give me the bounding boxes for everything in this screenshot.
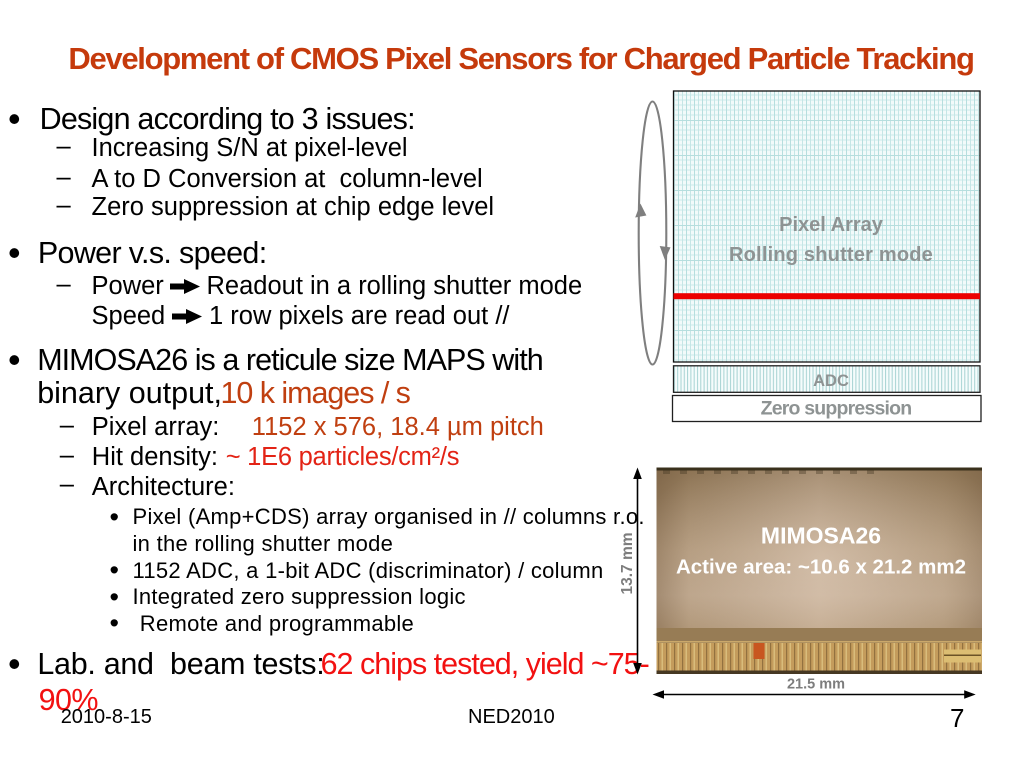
svg-text:21.5 mm: 21.5 mm — [787, 677, 845, 693]
svg-text:Active area: ~10.6 x 21.2 mm2: Active area: ~10.6 x 21.2 mm2 — [676, 556, 966, 579]
svg-text:Pixel Array: Pixel Array — [779, 214, 884, 236]
svg-text:Zero suppression: Zero suppression — [761, 398, 912, 420]
svg-text:13.7 mm: 13.7 mm — [619, 532, 636, 594]
svg-text:MIMOSA26: MIMOSA26 — [761, 523, 881, 549]
svg-text:ADC: ADC — [813, 372, 849, 390]
svg-text:Rolling shutter mode: Rolling shutter mode — [729, 244, 933, 266]
